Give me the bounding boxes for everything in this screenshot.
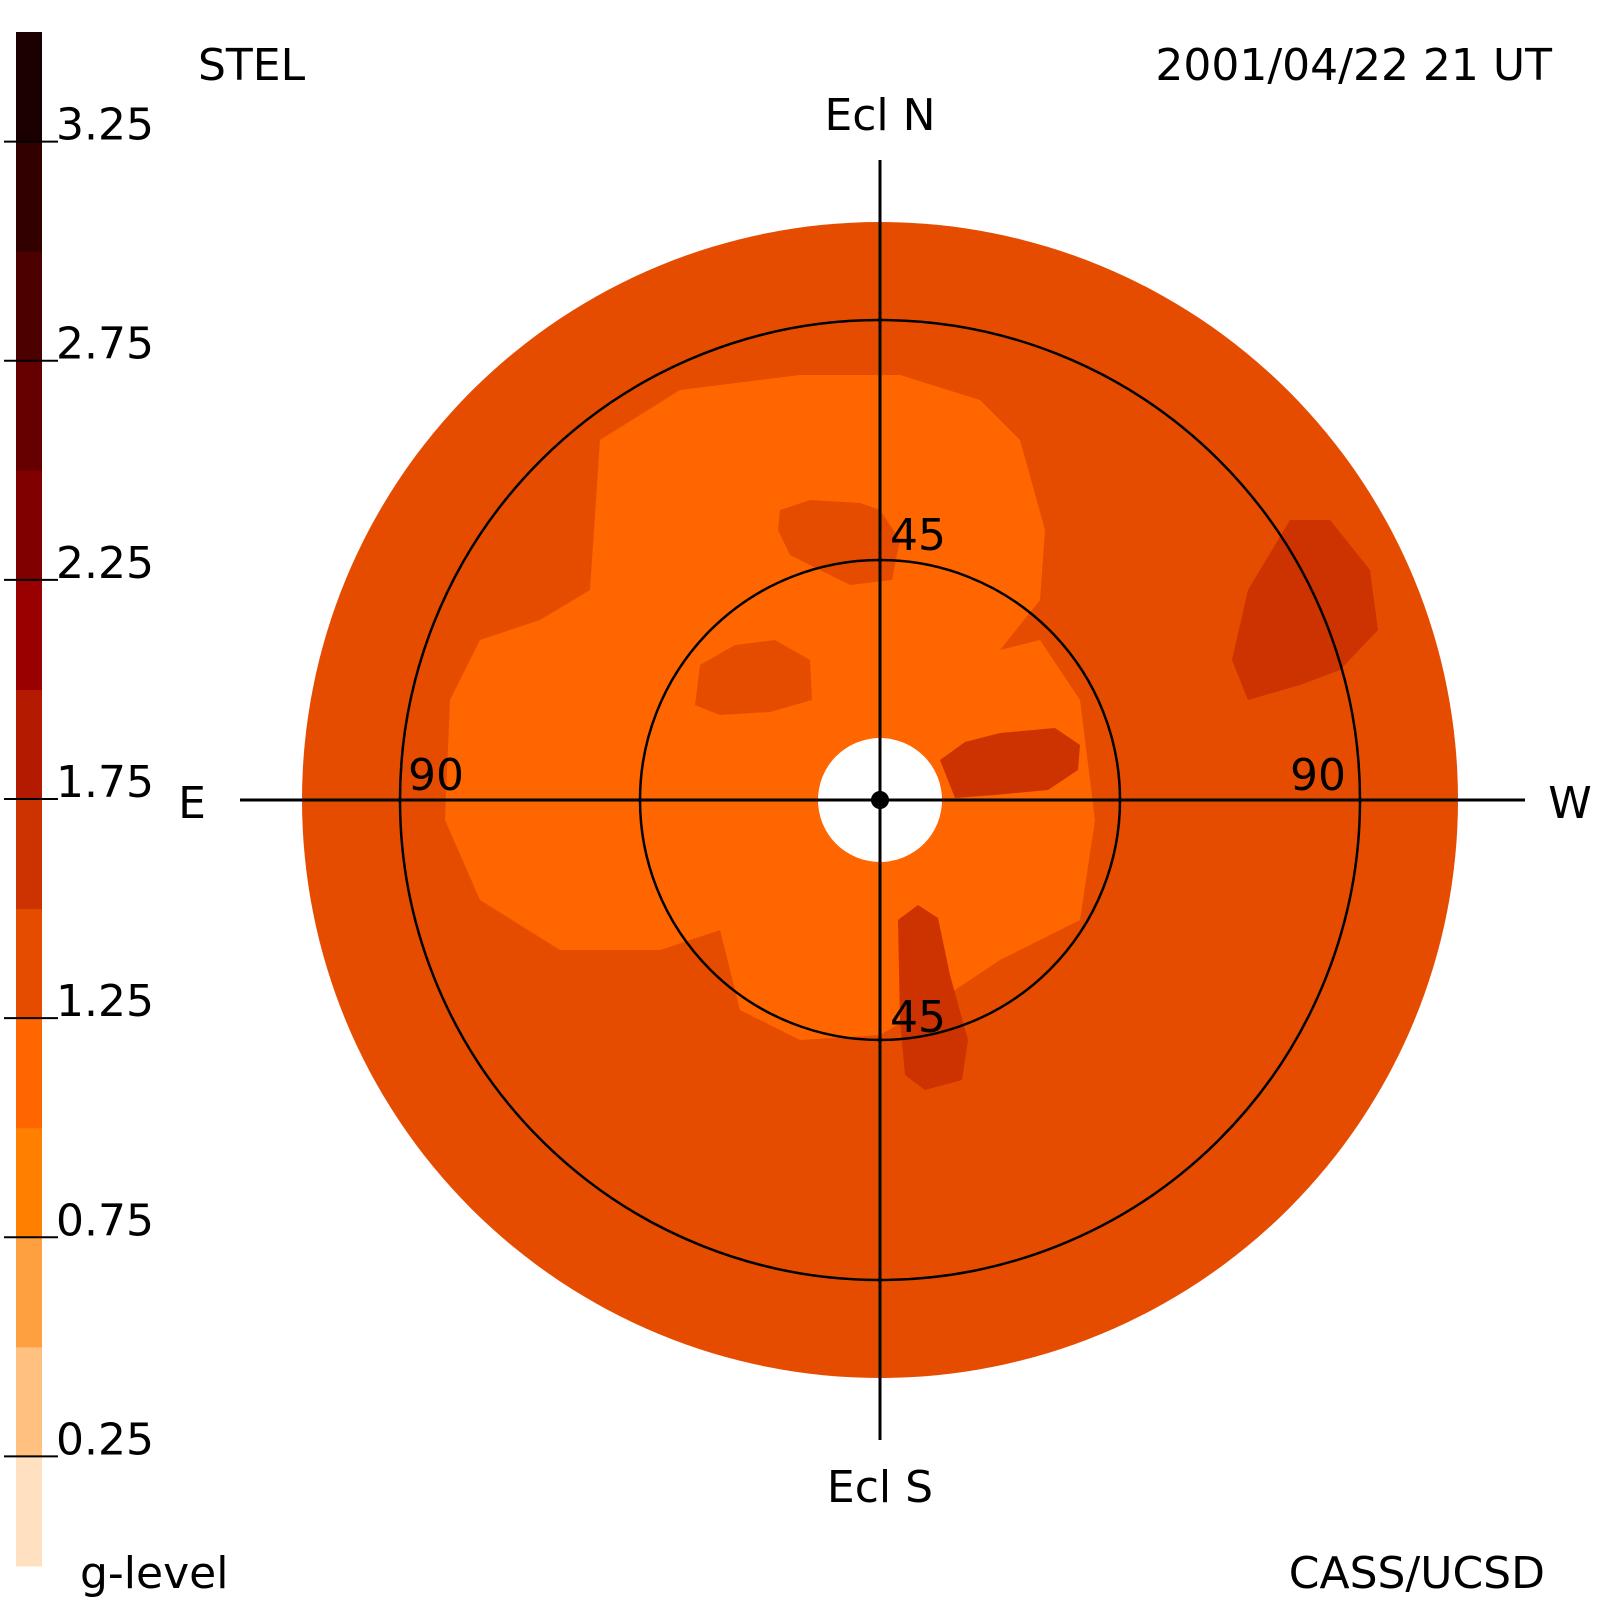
colorbar-segment	[16, 908, 42, 1019]
colorbar-tick-label: 0.75	[56, 1195, 154, 1246]
colorbar	[16, 32, 42, 1567]
colorbar-tick-label: 2.75	[56, 319, 154, 370]
map-regions	[445, 375, 1378, 1090]
direction-east: E	[178, 778, 206, 829]
colorbar-segment	[16, 1127, 42, 1238]
colorbar-tick-label: 2.25	[56, 538, 154, 589]
colorbar-segment	[16, 360, 42, 471]
colorbar-label: g-level	[80, 1548, 228, 1599]
colorbar-segment	[16, 32, 42, 143]
direction-south: Ecl S	[827, 1462, 933, 1513]
colorbar-segment	[16, 1346, 42, 1457]
label-45-north: 45	[890, 510, 946, 561]
map-region	[940, 728, 1080, 798]
map-region	[1232, 520, 1378, 700]
credit-label: CASS/UCSD	[1289, 1548, 1545, 1599]
direction-north: Ecl N	[824, 90, 935, 141]
grid-overlay	[240, 160, 1525, 1440]
label-90-east: 90	[408, 750, 464, 801]
timestamp-label: 2001/04/22 21 UT	[1155, 40, 1552, 91]
colorbar-tick-label: 1.75	[56, 757, 154, 808]
colorbar-segment	[16, 579, 42, 690]
colorbar-segment	[16, 799, 42, 910]
label-90-west: 90	[1290, 750, 1346, 801]
label-45-south: 45	[890, 992, 946, 1043]
colorbar-tick-label: 1.25	[56, 976, 154, 1027]
colorbar-tick-label: 0.25	[56, 1414, 154, 1465]
map-region	[695, 640, 812, 715]
instrument-label: STEL	[198, 40, 306, 91]
colorbar-segment	[16, 470, 42, 581]
colorbar-tick-label: 3.25	[56, 100, 154, 151]
colorbar-segment	[16, 1456, 42, 1567]
direction-west: W	[1548, 778, 1592, 829]
colorbar-segment	[16, 689, 42, 800]
colorbar-segment	[16, 141, 42, 252]
colorbar-segment	[16, 1018, 42, 1129]
colorbar-ticks: 3.25 2.75 2.25 1.75 1.25 0.75 0.25	[4, 100, 154, 1465]
colorbar-segment	[16, 251, 42, 362]
colorbar-segment	[16, 1237, 42, 1348]
sun-center-dot	[871, 791, 889, 809]
map-region	[898, 905, 968, 1090]
map-region	[778, 500, 900, 585]
